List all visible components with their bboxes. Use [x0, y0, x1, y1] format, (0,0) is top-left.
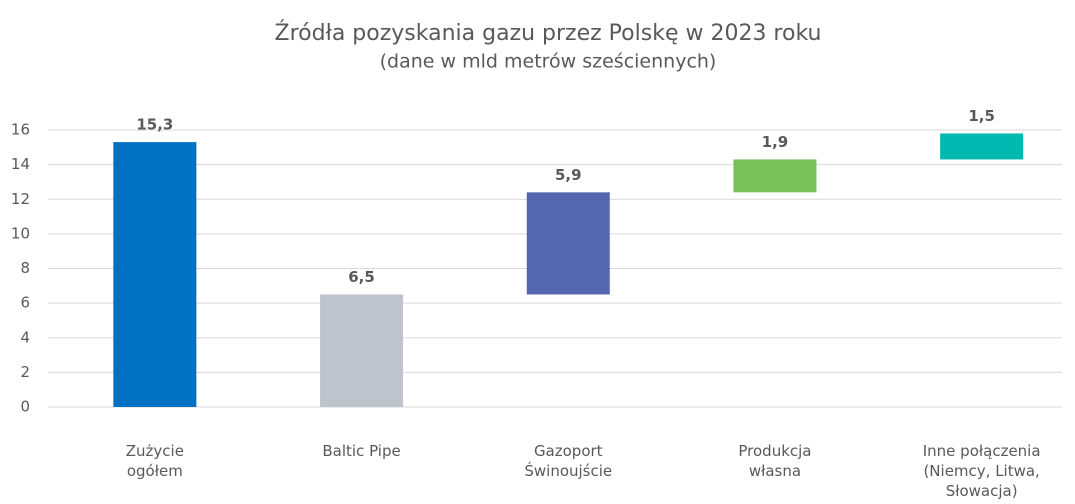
chart-title: Źródła pozyskania gazu przez Polskę w 20… — [275, 20, 822, 46]
x-tick-label: Inne połączenia (Niemcy, Litwa, Słowacja) — [923, 442, 1041, 500]
bar — [526, 192, 610, 295]
value-label: 5,9 — [555, 166, 582, 184]
y-tick-label: 8 — [20, 259, 30, 277]
bar — [940, 133, 1024, 160]
value-label: 1,5 — [968, 107, 995, 125]
bar — [733, 159, 817, 193]
x-tick-label: Baltic Pipe — [322, 442, 400, 460]
x-tick-label-line: Gazoport — [534, 442, 603, 460]
y-tick-label: 12 — [11, 190, 30, 208]
bar — [113, 142, 197, 407]
y-tick-label: 0 — [20, 398, 30, 416]
y-tick-label: 4 — [20, 328, 30, 346]
x-tick-label-line: własna — [749, 462, 801, 480]
x-tick-label-line: Słowacja) — [946, 482, 1018, 500]
y-tick-label: 14 — [11, 155, 30, 173]
chart-subtitle: (dane w mld metrów sześciennych) — [380, 51, 717, 73]
y-tick-label: 10 — [11, 224, 30, 242]
y-tick-label: 2 — [20, 363, 30, 381]
x-tick-label-line: Baltic Pipe — [322, 442, 400, 460]
x-tick-label-line: ogółem — [127, 462, 183, 480]
y-tick-label: 6 — [20, 294, 30, 312]
x-tick-label: Gazoport Świnoujście — [524, 442, 612, 480]
x-tick-label-line: Świnoujście — [524, 461, 612, 480]
value-label: 15,3 — [136, 116, 173, 134]
x-tick-label: Produkcja własna — [738, 442, 811, 480]
x-tick-label: Zużycie ogółem — [126, 442, 184, 480]
x-tick-label-line: Produkcja — [738, 442, 811, 460]
bar — [320, 294, 404, 407]
x-tick-label-line: Zużycie — [126, 442, 184, 460]
y-tick-label: 16 — [11, 121, 30, 139]
value-label: 6,5 — [348, 268, 375, 286]
x-tick-label-line: Inne połączenia — [923, 442, 1041, 460]
value-label: 1,9 — [762, 133, 789, 151]
x-tick-label-line: (Niemcy, Litwa, — [923, 462, 1039, 480]
